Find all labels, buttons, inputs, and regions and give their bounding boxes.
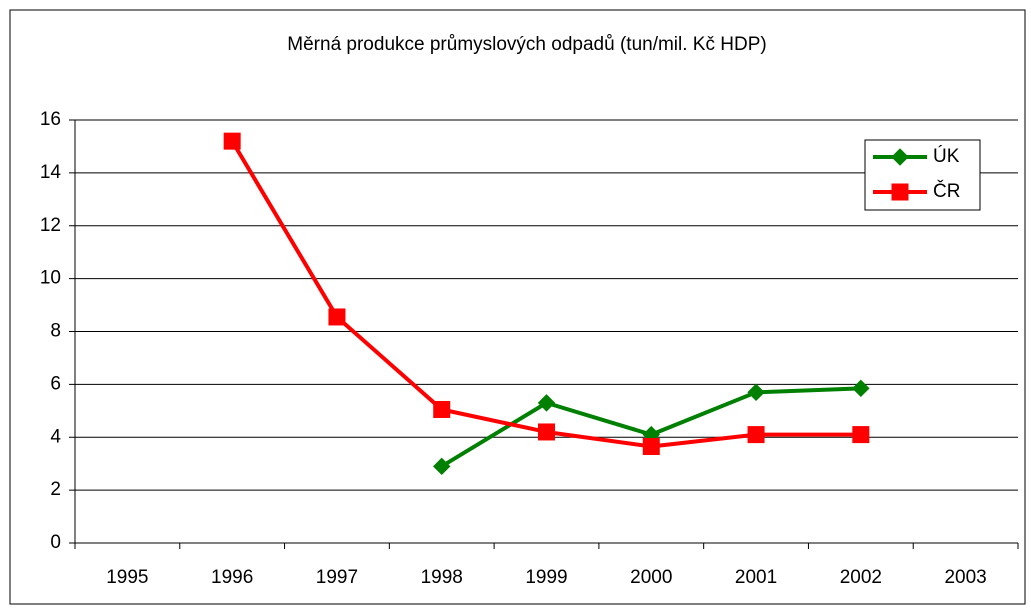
data-point bbox=[538, 423, 555, 441]
y-tick-label: 14 bbox=[40, 162, 62, 183]
x-tick-label: 1999 bbox=[525, 567, 567, 588]
y-tick-label: 2 bbox=[50, 479, 61, 500]
chart-border bbox=[9, 9, 1026, 605]
data-point bbox=[537, 394, 556, 412]
legend-label: ČR bbox=[933, 180, 960, 202]
data-point bbox=[747, 426, 765, 444]
data-point bbox=[642, 438, 660, 456]
data-point bbox=[433, 457, 451, 476]
x-tick-label: 2001 bbox=[735, 567, 777, 588]
legend-marker bbox=[891, 183, 909, 201]
data-point bbox=[852, 379, 870, 398]
y-tick-label: 16 bbox=[40, 109, 61, 130]
data-point bbox=[223, 132, 241, 150]
x-tick-label: 2000 bbox=[630, 567, 672, 588]
x-tick-label: 1998 bbox=[421, 567, 463, 588]
legend-box bbox=[864, 139, 981, 211]
x-tick-label: 1995 bbox=[106, 567, 148, 588]
y-tick-label: 10 bbox=[40, 268, 61, 289]
data-point bbox=[433, 400, 451, 418]
chart-title: Měrná produkce průmyslových odpadů (tun/… bbox=[287, 34, 766, 55]
legend-marker bbox=[891, 148, 909, 166]
data-point bbox=[852, 426, 870, 444]
x-tick-label: 2003 bbox=[944, 567, 986, 588]
y-tick-label: 8 bbox=[50, 321, 61, 342]
y-tick-label: 4 bbox=[50, 426, 61, 447]
y-tick-label: 6 bbox=[50, 373, 61, 394]
x-tick-label: 1996 bbox=[211, 567, 253, 588]
x-tick-label: 2002 bbox=[840, 567, 882, 588]
y-tick-label: 12 bbox=[40, 215, 61, 236]
legend-label: ÚK bbox=[933, 145, 960, 167]
x-tick-label: 1997 bbox=[316, 567, 358, 588]
data-point bbox=[747, 383, 765, 402]
data-point bbox=[328, 308, 346, 326]
y-tick-label: 0 bbox=[50, 532, 61, 553]
